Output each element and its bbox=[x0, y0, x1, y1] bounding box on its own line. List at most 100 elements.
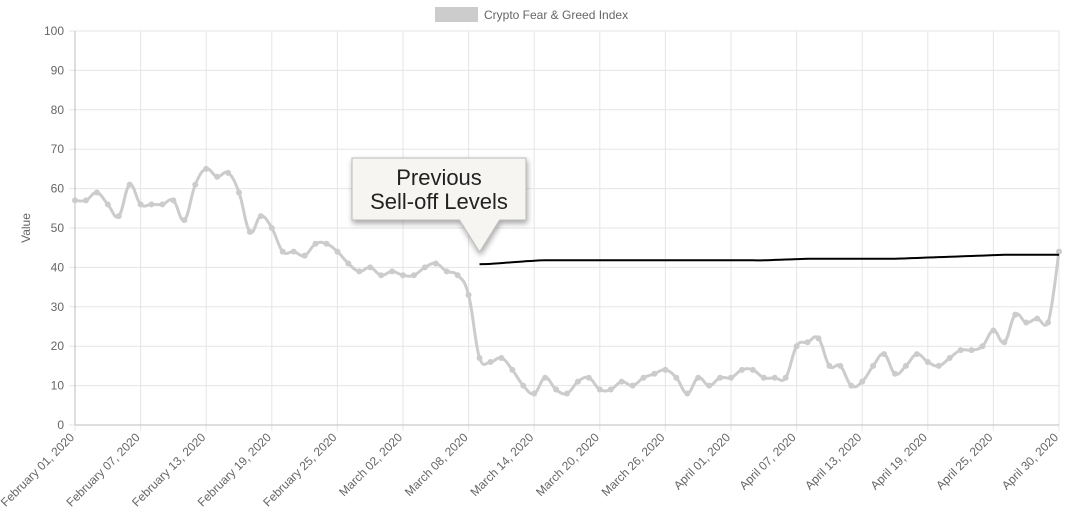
x-tick-label: April 25, 2020 bbox=[933, 430, 995, 492]
data-point[interactable] bbox=[564, 390, 570, 397]
data-point[interactable] bbox=[673, 374, 680, 381]
data-point[interactable] bbox=[345, 260, 352, 267]
data-point[interactable] bbox=[870, 362, 877, 369]
data-point[interactable] bbox=[695, 374, 702, 381]
data-point[interactable] bbox=[1023, 319, 1030, 326]
data-point[interactable] bbox=[334, 248, 341, 255]
legend-label[interactable]: Crypto Fear & Greed Index bbox=[484, 8, 628, 22]
data-point[interactable] bbox=[236, 189, 242, 196]
data-point[interactable] bbox=[443, 268, 450, 275]
data-point[interactable] bbox=[913, 351, 920, 358]
data-point[interactable] bbox=[717, 374, 724, 381]
data-point[interactable] bbox=[432, 260, 439, 267]
data-point[interactable] bbox=[410, 272, 417, 279]
data-point[interactable] bbox=[618, 378, 625, 385]
data-point[interactable] bbox=[782, 374, 789, 381]
data-point[interactable] bbox=[137, 201, 144, 208]
data-point[interactable] bbox=[596, 386, 603, 393]
data-point[interactable] bbox=[837, 362, 844, 369]
data-point[interactable] bbox=[542, 374, 549, 381]
data-point[interactable] bbox=[706, 382, 713, 389]
y-tick-label: 10 bbox=[51, 379, 65, 393]
x-tick-label: March 02, 2020 bbox=[336, 430, 405, 499]
data-point[interactable] bbox=[323, 240, 330, 247]
data-point[interactable] bbox=[902, 362, 909, 369]
data-point[interactable] bbox=[728, 374, 734, 381]
data-point[interactable] bbox=[126, 181, 133, 188]
data-point[interactable] bbox=[553, 386, 560, 393]
data-point[interactable] bbox=[312, 240, 319, 247]
x-tick-label: March 08, 2020 bbox=[402, 430, 471, 499]
data-point[interactable] bbox=[892, 370, 898, 377]
data-point[interactable] bbox=[82, 197, 89, 204]
data-point[interactable] bbox=[531, 390, 538, 397]
data-point[interactable] bbox=[1045, 319, 1052, 326]
data-point[interactable] bbox=[1012, 311, 1019, 318]
data-point[interactable] bbox=[990, 327, 997, 334]
data-point[interactable] bbox=[356, 268, 363, 275]
data-point[interactable] bbox=[749, 366, 756, 373]
data-point[interactable] bbox=[804, 339, 811, 346]
data-point[interactable] bbox=[738, 366, 745, 373]
data-point[interactable] bbox=[968, 347, 975, 354]
data-point[interactable] bbox=[389, 268, 396, 275]
data-point[interactable] bbox=[924, 358, 931, 365]
data-point[interactable] bbox=[651, 370, 658, 377]
data-point[interactable] bbox=[684, 390, 691, 397]
data-point[interactable] bbox=[257, 213, 264, 220]
data-point[interactable] bbox=[93, 189, 100, 196]
legend[interactable]: Crypto Fear & Greed Index bbox=[435, 7, 628, 22]
data-point[interactable] bbox=[793, 343, 800, 350]
data-point[interactable] bbox=[585, 374, 592, 381]
data-point[interactable] bbox=[159, 201, 166, 208]
data-point[interactable] bbox=[1056, 248, 1062, 255]
data-point[interactable] bbox=[192, 181, 199, 188]
data-point[interactable] bbox=[214, 173, 221, 180]
data-point[interactable] bbox=[301, 252, 308, 259]
data-point[interactable] bbox=[225, 169, 232, 176]
data-point[interactable] bbox=[367, 264, 374, 271]
data-point[interactable] bbox=[662, 366, 669, 373]
data-point[interactable] bbox=[574, 378, 581, 385]
data-point[interactable] bbox=[520, 382, 527, 389]
data-point[interactable] bbox=[203, 165, 210, 172]
data-point[interactable] bbox=[476, 355, 483, 362]
y-tick-label: 100 bbox=[44, 24, 64, 38]
x-tick-label: March 20, 2020 bbox=[533, 430, 602, 499]
data-point[interactable] bbox=[378, 272, 385, 279]
data-point[interactable] bbox=[487, 358, 494, 365]
data-point[interactable] bbox=[935, 362, 942, 369]
data-point[interactable] bbox=[170, 197, 177, 204]
data-point[interactable] bbox=[946, 355, 953, 362]
data-point[interactable] bbox=[1034, 315, 1041, 322]
data-point[interactable] bbox=[607, 386, 614, 393]
data-point[interactable] bbox=[115, 213, 122, 220]
data-point[interactable] bbox=[979, 343, 986, 350]
data-point[interactable] bbox=[640, 374, 647, 381]
data-point[interactable] bbox=[859, 378, 866, 385]
data-point[interactable] bbox=[148, 201, 155, 208]
data-point[interactable] bbox=[881, 351, 888, 358]
data-point[interactable] bbox=[1001, 339, 1008, 346]
data-point[interactable] bbox=[279, 248, 286, 255]
data-point[interactable] bbox=[957, 347, 964, 354]
data-point[interactable] bbox=[454, 272, 461, 279]
data-point[interactable] bbox=[771, 374, 778, 381]
legend-swatch[interactable] bbox=[435, 7, 478, 22]
data-point[interactable] bbox=[509, 366, 516, 373]
data-point[interactable] bbox=[290, 248, 297, 255]
data-point[interactable] bbox=[104, 201, 111, 208]
data-point[interactable] bbox=[498, 355, 505, 362]
data-point[interactable] bbox=[246, 228, 253, 235]
data-point[interactable] bbox=[760, 374, 767, 381]
data-point[interactable] bbox=[629, 382, 636, 389]
data-point[interactable] bbox=[848, 382, 855, 389]
data-point[interactable] bbox=[181, 217, 188, 224]
data-point[interactable] bbox=[400, 272, 406, 279]
data-point[interactable] bbox=[421, 264, 428, 271]
data-point[interactable] bbox=[815, 335, 822, 342]
data-point[interactable] bbox=[268, 225, 275, 231]
data-point[interactable] bbox=[465, 291, 472, 298]
data-point[interactable] bbox=[826, 362, 833, 369]
data-point[interactable] bbox=[72, 197, 78, 204]
